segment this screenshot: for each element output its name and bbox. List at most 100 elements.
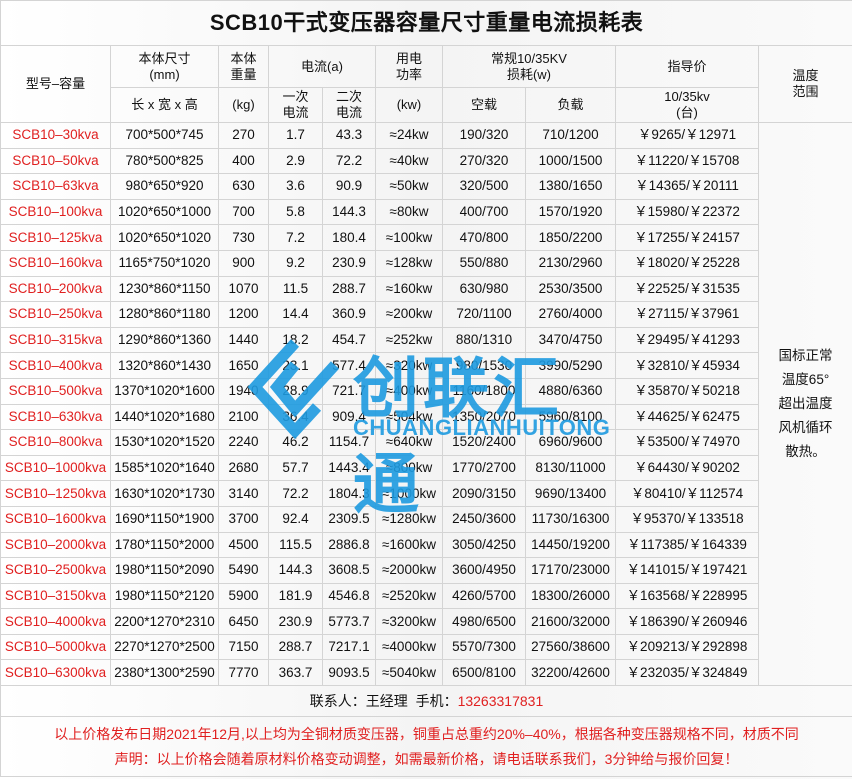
temp-range-note: 国标正常 温度65° 超出温度 风机循环 散热。 [757, 121, 852, 687]
cell-current1: 72.2 [268, 480, 323, 507]
cell-size: 1020*650*1020 [110, 224, 219, 251]
cell-load-loss: 1850/2200 [525, 224, 616, 251]
cell-load-loss: 3470/4750 [525, 326, 616, 354]
cell-noload-loss: 470/800 [442, 224, 526, 251]
cell-model: SCB10–6300kva [0, 659, 111, 687]
cell-model: SCB10–1600kva [0, 505, 111, 533]
cell-current1: 1.7 [268, 122, 323, 149]
cell-current2: 1443.4 [322, 454, 376, 482]
cell-model: SCB10–250kva [0, 301, 111, 328]
cell-load-loss: 2760/4000 [525, 301, 616, 328]
cell-current2: 577.4 [322, 352, 376, 379]
cell-power: ≈50kw [375, 173, 443, 200]
cell-load-loss: 2130/2960 [525, 249, 616, 277]
cell-price: ￥18020/￥25228 [615, 249, 759, 277]
table-row: SCB10–800kva 1530*1020*1520 2240 46.2 1154.7… [0, 429, 852, 456]
note-disclaimer: 声明：以上价格会随着原材料价格变动调整，如需最新价格，请电话联系我们，3分钟给与… [114, 750, 739, 767]
cell-power: ≈1280kw [375, 505, 443, 533]
cell-size: 1630*1020*1730 [110, 480, 219, 507]
cell-load-loss: 710/1200 [525, 122, 616, 149]
cell-current1: 7.2 [268, 224, 323, 251]
cell-current1: 36.4 [268, 403, 323, 431]
cell-noload-loss: 1350/2070 [442, 403, 526, 431]
cell-current2: 43.3 [322, 122, 376, 149]
cell-power: ≈100kw [375, 224, 443, 251]
cell-noload-loss: 880/1310 [442, 326, 526, 354]
cell-price: ￥29495/￥41293 [615, 326, 759, 354]
header-power-label: 用电 功率 [395, 50, 422, 82]
cell-current1: 230.9 [268, 608, 323, 635]
cell-weight: 700 [218, 198, 269, 226]
cell-power: ≈2520kw [375, 582, 443, 610]
header-size-label: 本体尺寸 (mm) [138, 50, 191, 82]
table-row: SCB10–2000kva 1780*1150*2000 4500 115.5 2886… [0, 531, 852, 559]
cell-model: SCB10–500kva [0, 377, 111, 405]
cell-size: 1440*1020*1680 [110, 403, 219, 431]
cell-size: 1780*1150*2000 [110, 531, 219, 559]
cell-current1: 28.9 [268, 377, 323, 405]
table-row: SCB10–1000kva 1585*1020*1640 2680 57.7 1443.… [0, 454, 852, 482]
table-row: SCB10–200kva 1230*860*1150 1070 11.5 288.7 ≈1… [0, 275, 852, 303]
cell-noload-loss: 5570/7300 [442, 633, 526, 661]
table-row: SCB10–2500kva 1980*1150*2090 5490 144.3 3608… [0, 557, 852, 584]
cell-noload-loss: 1520/2400 [442, 429, 526, 456]
cell-power: ≈320kw [375, 352, 443, 379]
cell-model: SCB10–1000kva [0, 454, 111, 482]
cell-price: ￥15980/￥22372 [615, 198, 759, 226]
cell-price: ￥22525/￥31535 [615, 275, 759, 303]
cell-price: ￥35870/￥50218 [615, 377, 759, 405]
cell-power: ≈400kw [375, 377, 443, 405]
table-row: SCB10–500kva 1370*1020*1600 1940 28.9 721.7 ≈… [0, 377, 852, 405]
cell-load-loss: 17170/23000 [525, 557, 616, 584]
cell-weight: 7150 [218, 633, 269, 661]
cell-model: SCB10–3150kva [0, 582, 111, 610]
cell-power: ≈200kw [375, 301, 443, 328]
cell-load-loss: 11730/16300 [525, 505, 616, 533]
header-model: 型号–容量 [0, 45, 111, 123]
contact-row: 联系人：王经理 手机：13263317831 [0, 685, 852, 718]
cell-weight: 1440 [218, 326, 269, 354]
header-weight: 本体 重量 [218, 45, 269, 88]
cell-size: 1290*860*1360 [110, 326, 219, 354]
cell-load-loss: 9690/13400 [525, 480, 616, 507]
cell-load-loss: 4880/6360 [525, 377, 616, 405]
cell-model: SCB10–400kva [0, 352, 111, 379]
cell-power: ≈504kw [375, 403, 443, 431]
cell-model: SCB10–315kva [0, 326, 111, 354]
cell-load-loss: 27560/38600 [525, 633, 616, 661]
cell-model: SCB10–4000kva [0, 608, 111, 635]
header-price-sub-label: 10/35kv (台) [664, 89, 710, 120]
cell-current2: 1154.7 [322, 429, 376, 456]
cell-current1: 3.6 [268, 173, 323, 200]
cell-size: 1980*1150*2090 [110, 557, 219, 584]
cell-model: SCB10–160kva [0, 249, 111, 277]
cell-noload-loss: 720/1100 [442, 301, 526, 328]
header-temp-label: 温度 范围 [792, 68, 819, 99]
cell-power: ≈5040kw [375, 659, 443, 687]
header-price-sub: 10/35kv (台) [615, 87, 759, 123]
cell-load-loss: 8130/11000 [525, 454, 616, 482]
cell-weight: 6450 [218, 608, 269, 635]
cell-price: ￥64430/￥90202 [615, 454, 759, 482]
cell-current2: 360.9 [322, 301, 376, 328]
cell-weight: 2240 [218, 429, 269, 456]
table-row: SCB10–100kva 1020*650*1000 700 5.8 144.3 ≈80k… [0, 198, 852, 226]
cell-price: ￥117385/￥164339 [615, 531, 759, 559]
cell-weight: 270 [218, 122, 269, 149]
cell-noload-loss: 6500/8100 [442, 659, 526, 687]
cell-noload-loss: 550/880 [442, 249, 526, 277]
cell-noload-loss: 320/500 [442, 173, 526, 200]
cell-current2: 1804.3 [322, 480, 376, 507]
contact-phone: 13263317831 [457, 693, 544, 710]
cell-load-loss: 1000/1500 [525, 147, 616, 175]
cell-size: 1280*860*1180 [110, 301, 219, 328]
header-weight-label: 本体 重量 [230, 50, 257, 82]
cell-current1: 115.5 [268, 531, 323, 559]
cell-current2: 2886.8 [322, 531, 376, 559]
note-price-date: 以上价格发布日期2021年12月,以上均为全铜材质变压器，铜重占总重约20%–4… [54, 725, 799, 742]
cell-size: 1320*860*1430 [110, 352, 219, 379]
cell-price: ￥27115/￥37961 [615, 301, 759, 328]
table-row: SCB10–30kva 700*500*745 270 1.7 43.3 ≈24kw 190… [0, 121, 852, 687]
header-price: 指导价 [615, 45, 759, 88]
